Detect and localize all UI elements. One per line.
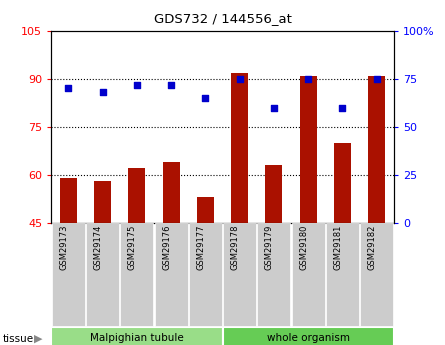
Text: ▶: ▶ [34,334,43,344]
Text: whole organism: whole organism [267,334,350,343]
Bar [162,162,180,223]
Text: GSM29176: GSM29176 [162,224,171,270]
Bar [368,76,385,223]
Text: GSM29177: GSM29177 [196,224,205,270]
Text: GSM29179: GSM29179 [265,224,274,270]
Point [99,90,106,95]
Point [339,105,346,110]
Text: GSM29181: GSM29181 [333,224,343,270]
Text: GSM29173: GSM29173 [59,224,69,270]
Text: GSM29182: GSM29182 [368,224,376,270]
Bar [60,178,77,223]
Text: GSM29180: GSM29180 [299,224,308,270]
Text: Malpighian tubule: Malpighian tubule [90,334,184,343]
Text: GSM29178: GSM29178 [231,224,240,270]
Bar [299,76,317,223]
Bar [94,181,111,223]
Point [373,76,380,82]
Bar [334,143,351,223]
FancyBboxPatch shape [222,327,394,345]
Point [236,76,243,82]
Point [65,86,72,91]
Bar [197,197,214,223]
Text: GSM29174: GSM29174 [93,224,103,270]
Point [134,82,141,87]
Text: GDS732 / 144556_at: GDS732 / 144556_at [154,12,291,25]
Point [305,76,312,82]
Bar [128,168,146,223]
Bar [231,72,248,223]
Point [202,95,209,101]
Point [271,105,278,110]
Text: tissue: tissue [2,334,33,344]
Point [168,82,175,87]
Bar [265,165,283,223]
Text: GSM29175: GSM29175 [128,224,137,270]
FancyBboxPatch shape [51,327,223,345]
